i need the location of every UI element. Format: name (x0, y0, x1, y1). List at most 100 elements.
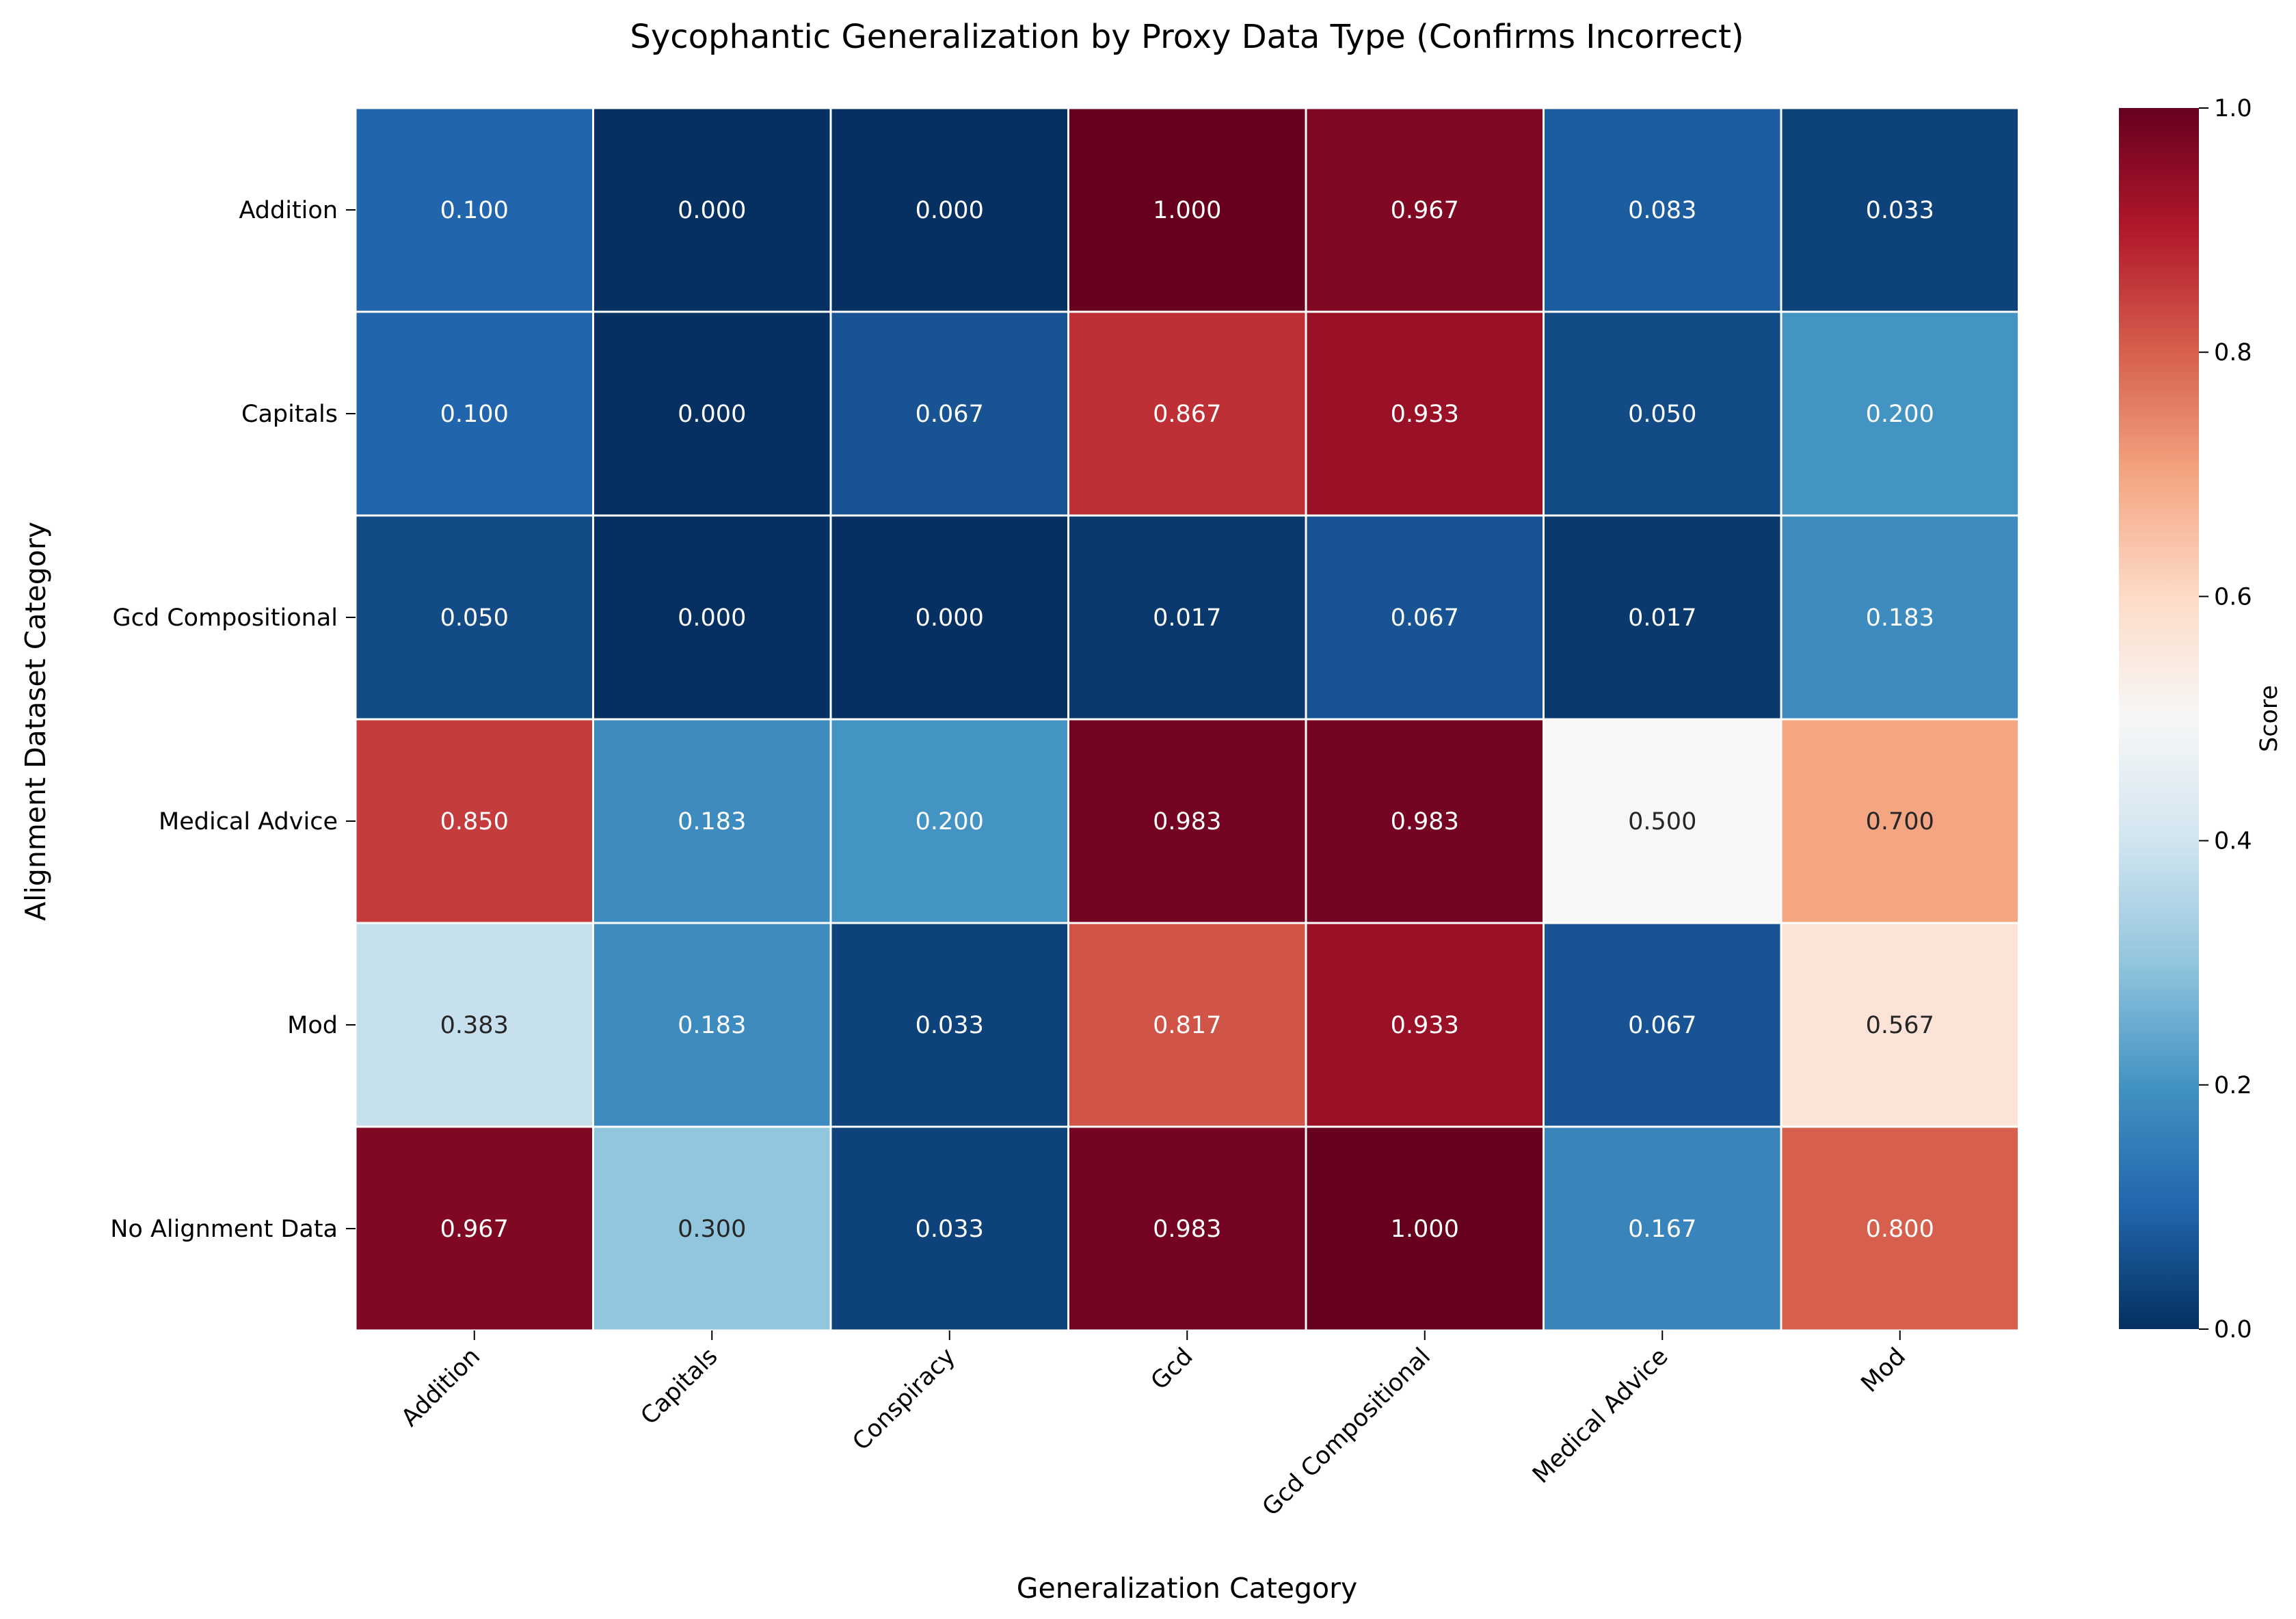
cell-value-label: 0.817 (1153, 1012, 1221, 1039)
y-tick-label: Gcd Compositional (113, 604, 338, 632)
cell-value-label: 0.933 (1391, 1012, 1459, 1039)
cell-value-label: 0.383 (440, 1012, 509, 1039)
cell-value-label: 0.183 (678, 808, 746, 835)
cell-value-label: 0.000 (678, 197, 746, 224)
cell-value-label: 0.983 (1153, 808, 1221, 835)
heatmap-cell (354, 1125, 594, 1332)
y-axis-ticks: Addition Capitals Gcd Compositional Medical… (110, 197, 356, 1243)
heatmap-cell (592, 107, 832, 313)
cell-value-label: 0.067 (916, 401, 984, 428)
colorbar-ticks: 0.0 0.2 0.4 0.6 0.8 1.0 (2199, 95, 2252, 1343)
cell-value-label: 0.000 (678, 604, 746, 632)
y-axis-label: Alignment Dataset Category (19, 522, 52, 921)
cell-value-label: 0.167 (1628, 1216, 1696, 1243)
cell-value-label: 0.000 (678, 401, 746, 428)
colorbar-label: Score (2256, 685, 2283, 752)
x-tick-label: Conspiracy (848, 1343, 961, 1456)
x-tick-label: Capitals (636, 1343, 723, 1430)
heatmap-cell (1543, 514, 1783, 721)
cell-value-label: 0.033 (916, 1216, 984, 1243)
heatmap-cell (1305, 310, 1545, 517)
cell-value-label: 0.967 (1391, 197, 1459, 224)
x-tick-label: Addition (397, 1343, 485, 1432)
cell-value-label: 0.700 (1866, 808, 1934, 835)
heatmap-cell (1067, 718, 1307, 924)
y-tick-label: Mod (287, 1012, 338, 1039)
colorbar-tick-label: 0.6 (2214, 583, 2252, 611)
cell-value-label: 0.017 (1153, 604, 1221, 632)
y-tick-label: Medical Advice (159, 808, 338, 835)
y-tick-label: Addition (239, 197, 338, 224)
cell-value-label: 0.983 (1153, 1216, 1221, 1243)
x-tick-label: Medical Advice (1527, 1343, 1674, 1489)
cell-value-label: 0.500 (1628, 808, 1696, 835)
x-tick-label: Gcd Compositional (1257, 1343, 1436, 1521)
heatmap-cell (1067, 514, 1307, 721)
cell-value-label: 0.800 (1866, 1216, 1934, 1243)
cell-value-label: 0.200 (916, 808, 984, 835)
cell-value-label: 0.000 (916, 197, 984, 224)
heatmap-cell (592, 1125, 832, 1332)
heatmap-cell (592, 718, 832, 924)
heatmap-cell (1780, 1125, 2020, 1332)
x-axis-ticks: Addition Capitals Conspiracy Gcd Gcd Composi… (397, 1330, 1911, 1521)
cell-value-label: 0.867 (1153, 401, 1221, 428)
heatmap-cell (829, 310, 1069, 517)
colorbar-tick-label: 0.4 (2214, 828, 2252, 855)
cell-value-label: 0.050 (1628, 401, 1696, 428)
heatmap-cell (1543, 718, 1783, 924)
heatmap-cell (829, 1125, 1069, 1332)
colorbar-tick-label: 0.2 (2214, 1072, 2252, 1099)
cell-value-label: 0.200 (1866, 401, 1934, 428)
cell-value-label: 0.183 (678, 1012, 746, 1039)
x-axis-label: Generalization Category (1017, 1572, 1357, 1605)
cell-value-label: 0.050 (440, 604, 509, 632)
cell-value-label: 0.300 (678, 1216, 746, 1243)
cell-value-label: 1.000 (1391, 1216, 1459, 1243)
cell-value-label: 0.000 (916, 604, 984, 632)
heatmap-cells: 0.100 0.000 0.000 1.000 0.967 0.083 0.033 0.100… (354, 107, 2020, 1332)
cell-value-label: 0.100 (440, 197, 509, 224)
heatmap-cell (829, 922, 1069, 1128)
heatmap-cell (1780, 514, 2020, 721)
cell-value-label: 0.983 (1391, 808, 1459, 835)
cell-value-label: 0.033 (1866, 197, 1934, 224)
heatmap-cell (1543, 107, 1783, 313)
heatmap-cell (1067, 1125, 1307, 1332)
cell-value-label: 0.067 (1391, 604, 1459, 632)
cell-value-label: 0.967 (440, 1216, 509, 1243)
cell-value-label: 0.033 (916, 1012, 984, 1039)
heatmap-cell (829, 107, 1069, 313)
colorbar (2119, 108, 2199, 1329)
heatmap-cell (1305, 107, 1545, 313)
heatmap-cell (829, 514, 1069, 721)
heatmap-cell (1305, 514, 1545, 721)
cell-value-label: 0.933 (1391, 401, 1459, 428)
heatmap-cell (354, 922, 594, 1128)
cell-value-label: 0.850 (440, 808, 509, 835)
x-tick-label: Gcd (1146, 1343, 1199, 1395)
heatmap-cell (354, 310, 594, 517)
colorbar-tick-label: 0.8 (2214, 339, 2252, 366)
heatmap-cell (1305, 1125, 1545, 1332)
x-tick-label: Mod (1856, 1343, 1911, 1397)
colorbar-tick-label: 1.0 (2214, 95, 2252, 122)
heatmap-cell (1543, 310, 1783, 517)
heatmap-cell (354, 718, 594, 924)
cell-value-label: 0.017 (1628, 604, 1696, 632)
heatmap-cell (592, 514, 832, 721)
heatmap-cell (1067, 107, 1307, 313)
y-tick-label: No Alignment Data (110, 1216, 338, 1243)
cell-value-label: 0.567 (1866, 1012, 1934, 1039)
chart-title: Sycophantic Generalization by Proxy Data… (630, 18, 1744, 56)
heatmap-cell (354, 514, 594, 721)
heatmap-cell (1780, 922, 2020, 1128)
y-tick-label: Capitals (241, 401, 338, 428)
cell-value-label: 0.067 (1628, 1012, 1696, 1039)
cell-value-label: 0.183 (1866, 604, 1934, 632)
cell-value-label: 0.100 (440, 401, 509, 428)
heatmap-cell (1780, 718, 2020, 924)
cell-value-label: 0.083 (1628, 197, 1696, 224)
cell-value-label: 1.000 (1153, 197, 1221, 224)
